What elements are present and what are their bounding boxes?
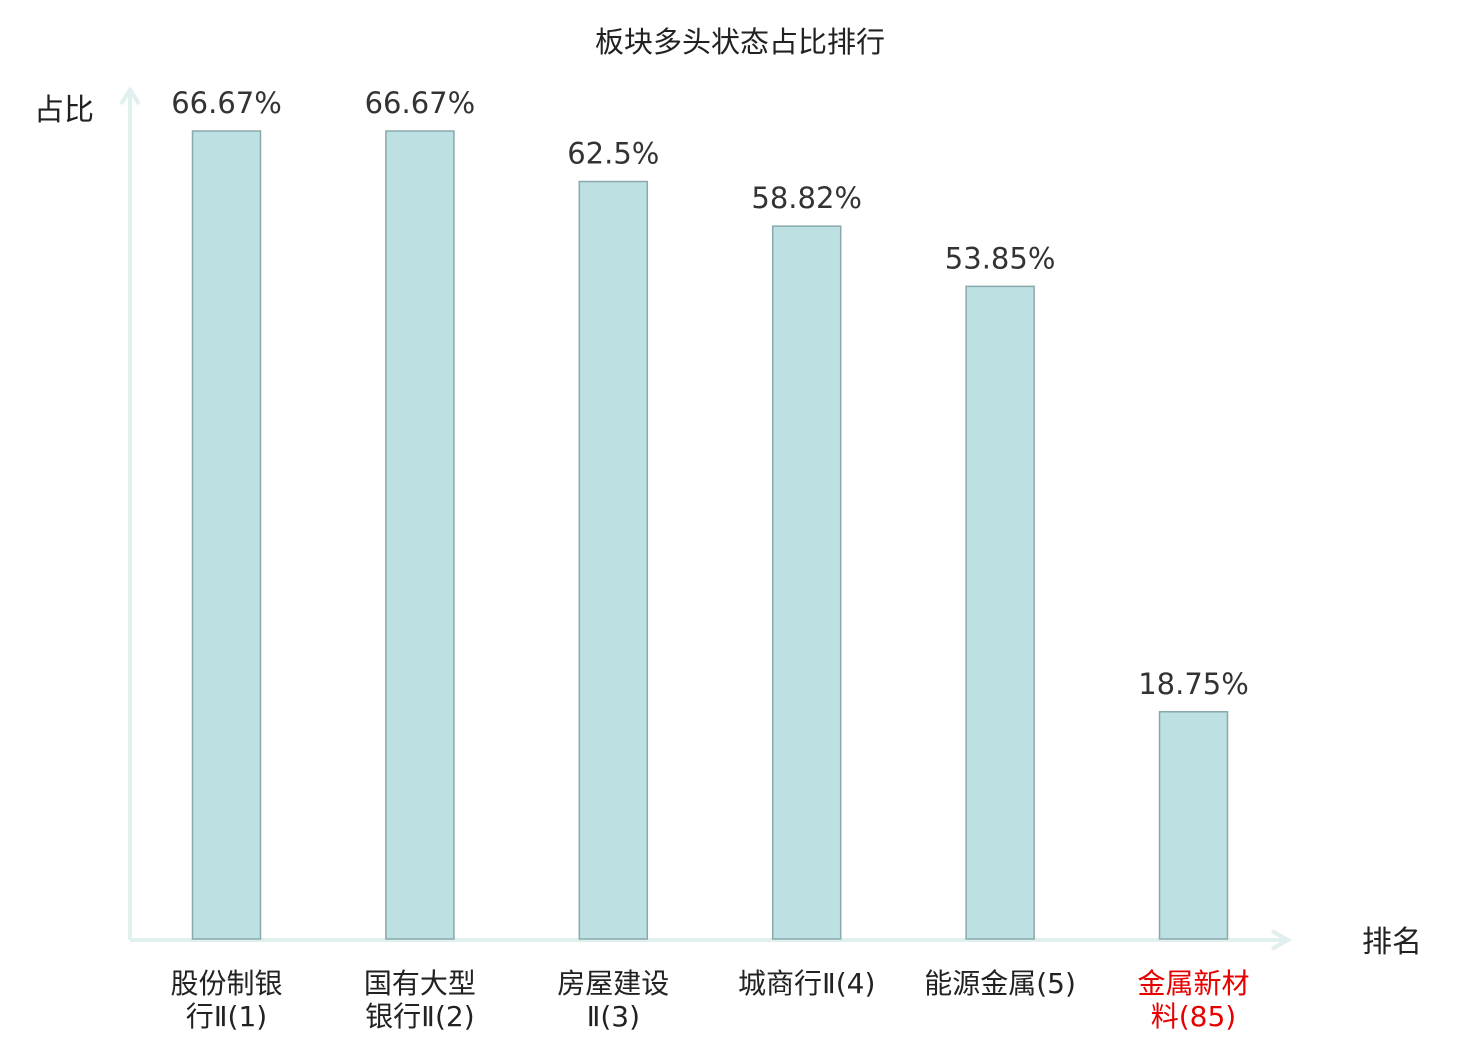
- x-tick-label: 股份制银: [170, 967, 282, 1000]
- x-tick-label: 银行Ⅱ(2): [365, 1000, 474, 1033]
- bar: [965, 285, 1035, 940]
- x-axis-label: 排名: [1362, 925, 1422, 960]
- x-tick-label: 行Ⅱ(1): [186, 1000, 267, 1033]
- data-label: 66.67%: [365, 86, 476, 120]
- x-tick-label: 房屋建设: [557, 967, 669, 1000]
- y-axis-label: 占比: [34, 93, 94, 128]
- data-label: 18.75%: [1138, 667, 1249, 701]
- x-tick-label: 能源金属(5): [924, 967, 1076, 1000]
- x-tick-label: 金属新材: [1137, 967, 1249, 1000]
- x-axis-arrow-icon: [1271, 929, 1293, 951]
- data-label: 62.5%: [567, 137, 659, 171]
- chart-title: 板块多头状态占比排行: [595, 25, 885, 59]
- y-axis-arrow-icon: [119, 86, 141, 106]
- bar: [771, 225, 842, 940]
- bar: [385, 130, 455, 940]
- bar: [578, 180, 649, 940]
- bar: [1158, 711, 1229, 940]
- data-label: 66.67%: [171, 86, 282, 120]
- x-tick-label: Ⅱ(3): [587, 1000, 640, 1033]
- x-tick-label: 城商行Ⅱ(4): [738, 967, 875, 1000]
- data-label: 58.82%: [751, 181, 862, 215]
- x-tick-label: 国有大型: [364, 967, 476, 1000]
- bar: [191, 130, 262, 940]
- data-label: 53.85%: [945, 241, 1056, 275]
- x-tick-label: 料(85): [1151, 1000, 1236, 1033]
